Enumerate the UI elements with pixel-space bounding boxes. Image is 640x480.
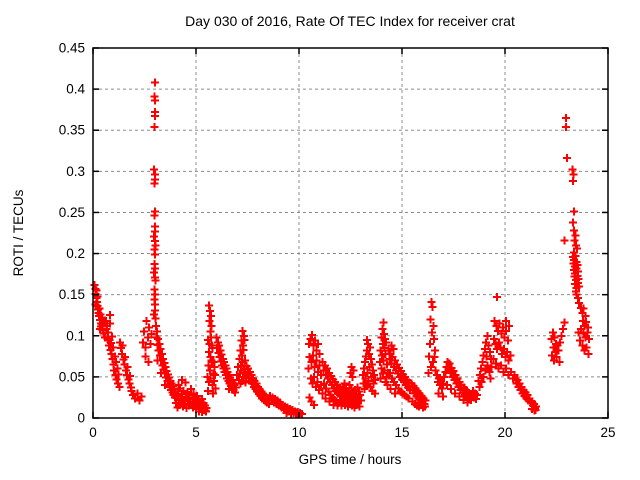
- y-tick-label: 0: [77, 411, 85, 426]
- plot-border: [92, 47, 609, 419]
- y-tick-label: 0.05: [59, 369, 85, 384]
- x-tick-label: 20: [497, 425, 512, 440]
- gridlines: [93, 48, 608, 418]
- y-tick-label: 0.4: [66, 82, 85, 97]
- tick-labels: 0 5 10 15 20 25 0 0.05 0.1 0.15 0.2 0.25 0.3 0.35 0.4 0…: [59, 41, 616, 441]
- x-tick-label: 10: [291, 425, 306, 440]
- x-axis-label: GPS time / hours: [299, 452, 402, 467]
- x-tick-label: 0: [89, 425, 97, 440]
- y-tick-label: 0.35: [59, 123, 85, 138]
- x-tick-label: 25: [600, 425, 615, 440]
- y-tick-label: 0.1: [66, 328, 85, 343]
- y-tick-label: 0.25: [59, 205, 85, 220]
- scatter-plus-markers: [90, 78, 593, 419]
- data-points: [90, 78, 593, 419]
- y-tick-label: 0.2: [66, 246, 85, 261]
- y-axis-label: ROTI / TECUs: [11, 189, 26, 276]
- y-tick-label: 0.3: [66, 164, 85, 179]
- x-tick-label: 5: [192, 425, 200, 440]
- y-tick-label: 0.45: [59, 41, 85, 56]
- axis-ticks: [92, 47, 609, 419]
- x-tick-label: 15: [394, 425, 409, 440]
- chart-title: Day 030 of 2016, Rate Of TEC Index for r…: [185, 13, 515, 29]
- y-tick-label: 0.15: [59, 287, 85, 302]
